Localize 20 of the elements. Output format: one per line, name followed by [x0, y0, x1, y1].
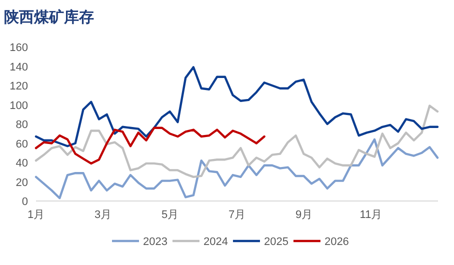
x-tick-label: 1月	[27, 209, 45, 221]
legend-label: 2023	[143, 236, 168, 248]
x-tick-label: 7月	[228, 209, 246, 221]
y-tick-label: 0	[22, 196, 28, 208]
y-tick-label: 160	[10, 42, 28, 54]
y-tick-label: 20	[16, 176, 28, 189]
y-tick-label: 80	[16, 119, 28, 131]
x-tick-label: 9月	[295, 209, 313, 221]
y-tick-label: 60	[16, 138, 28, 150]
legend-label: 2024	[203, 236, 228, 248]
title: 陕西煤矿库存	[4, 9, 94, 26]
y-tick-label: 120	[10, 80, 28, 92]
y-tick-label: 140	[10, 61, 28, 74]
legend-label: 2025	[264, 236, 288, 248]
x-tick-label: 3月	[94, 209, 112, 221]
y-tick-label: 100	[10, 100, 28, 112]
x-tick-label: 11月	[360, 209, 382, 221]
x-tick-label: 5月	[161, 209, 179, 221]
legend-label: 2026	[324, 236, 349, 248]
y-tick-label: 40	[16, 158, 28, 170]
